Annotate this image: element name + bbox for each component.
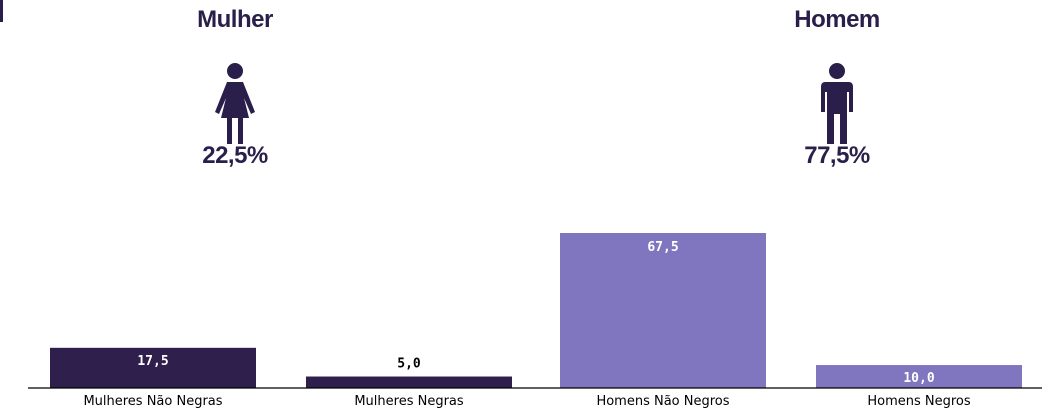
bars [50,233,1022,388]
bar-value-label-4: 10,0 [903,371,934,386]
men-summary: Homem 77,5% [772,6,902,170]
women-title: Mulher [197,6,273,33]
women-percent: 22,5% [202,142,268,169]
bar-3 [560,233,766,388]
bar-1 [50,347,256,388]
bar-2 [306,376,512,388]
bar-value-label-1: 17,5 [137,354,168,369]
men-percent: 77,5% [804,142,870,169]
bar-4 [816,365,1022,388]
left-accent-rule [0,0,3,22]
category-labels: Mulheres Não Negras Mulheres Negras Homens… [83,394,970,409]
category-label-4: Homens Negros [867,394,971,409]
bar-value-label-2: 5,0 [397,357,421,372]
man-icon [821,63,853,144]
women-summary: Mulher 22,5% [170,6,300,170]
bar-value-label-3: 67,5 [647,240,678,255]
category-label-1: Mulheres Não Negras [83,394,222,409]
bar-labels: 17,5 5,0 67,5 10,0 [137,240,934,386]
woman-icon [215,63,255,144]
men-title: Homem [794,6,880,33]
category-label-3: Homens Não Negros [596,394,729,409]
category-label-2: Mulheres Negras [354,394,464,409]
